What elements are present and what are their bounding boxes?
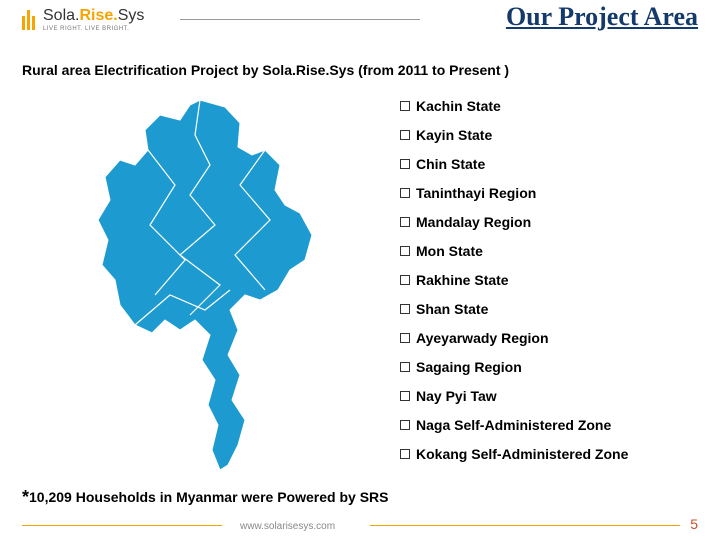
myanmar-map: [80, 95, 340, 475]
checkbox-icon: [400, 159, 410, 169]
subtitle: Rural area Electrification Project by So…: [22, 62, 509, 78]
footer-url: www.solarisesys.com: [240, 521, 335, 532]
region-label: Sagaing Region: [416, 359, 522, 375]
logo: Sola.Rise.Sys LIVE RIGHT. LIVE BRIGHT.: [22, 8, 144, 32]
checkbox-icon: [400, 391, 410, 401]
region-label: Rakhine State: [416, 272, 509, 288]
logo-name: Sola.Rise.Sys: [43, 8, 144, 24]
list-item: Kachin State: [400, 98, 628, 114]
page-number: 5: [690, 516, 698, 532]
checkbox-icon: [400, 217, 410, 227]
footnote: *10,209 Households in Myanmar were Power…: [22, 487, 388, 508]
checkbox-icon: [400, 188, 410, 198]
checkbox-icon: [400, 246, 410, 256]
list-item: Taninthayi Region: [400, 185, 628, 201]
checkbox-icon: [400, 101, 410, 111]
list-item: Naga Self-Administered Zone: [400, 417, 628, 433]
region-label: Shan State: [416, 301, 488, 317]
list-item: Kayin State: [400, 127, 628, 143]
list-item: Nay Pyi Taw: [400, 388, 628, 404]
list-item: Ayeyarwady Region: [400, 330, 628, 346]
list-item: Mandalay Region: [400, 214, 628, 230]
footer-divider-left: [22, 525, 222, 526]
checkbox-icon: [400, 275, 410, 285]
region-label: Taninthayi Region: [416, 185, 536, 201]
checkbox-icon: [400, 333, 410, 343]
checkbox-icon: [400, 362, 410, 372]
footnote-text: 10,209 Households in Myanmar were Powere…: [29, 489, 388, 505]
region-label: Nay Pyi Taw: [416, 388, 497, 404]
list-item: Sagaing Region: [400, 359, 628, 375]
region-label: Kayin State: [416, 127, 492, 143]
logo-icon: [22, 10, 35, 30]
checkbox-icon: [400, 304, 410, 314]
list-item: Rakhine State: [400, 272, 628, 288]
region-list: Kachin State Kayin State Chin State Tani…: [400, 98, 628, 462]
region-label: Ayeyarwady Region: [416, 330, 549, 346]
checkbox-icon: [400, 420, 410, 430]
footnote-star: *: [22, 487, 29, 507]
header-divider: [180, 19, 420, 20]
region-label: Kachin State: [416, 98, 501, 114]
checkbox-icon: [400, 130, 410, 140]
checkbox-icon: [400, 449, 410, 459]
list-item: Mon State: [400, 243, 628, 259]
region-label: Mon State: [416, 243, 483, 259]
list-item: Kokang Self-Administered Zone: [400, 446, 628, 462]
list-item: Chin State: [400, 156, 628, 172]
region-label: Kokang Self-Administered Zone: [416, 446, 628, 462]
page-title: Our Project Area: [506, 2, 698, 32]
region-label: Naga Self-Administered Zone: [416, 417, 611, 433]
logo-tagline: LIVE RIGHT. LIVE BRIGHT.: [43, 26, 144, 32]
list-item: Shan State: [400, 301, 628, 317]
footer-divider-right: [370, 525, 680, 526]
region-label: Mandalay Region: [416, 214, 531, 230]
region-label: Chin State: [416, 156, 485, 172]
